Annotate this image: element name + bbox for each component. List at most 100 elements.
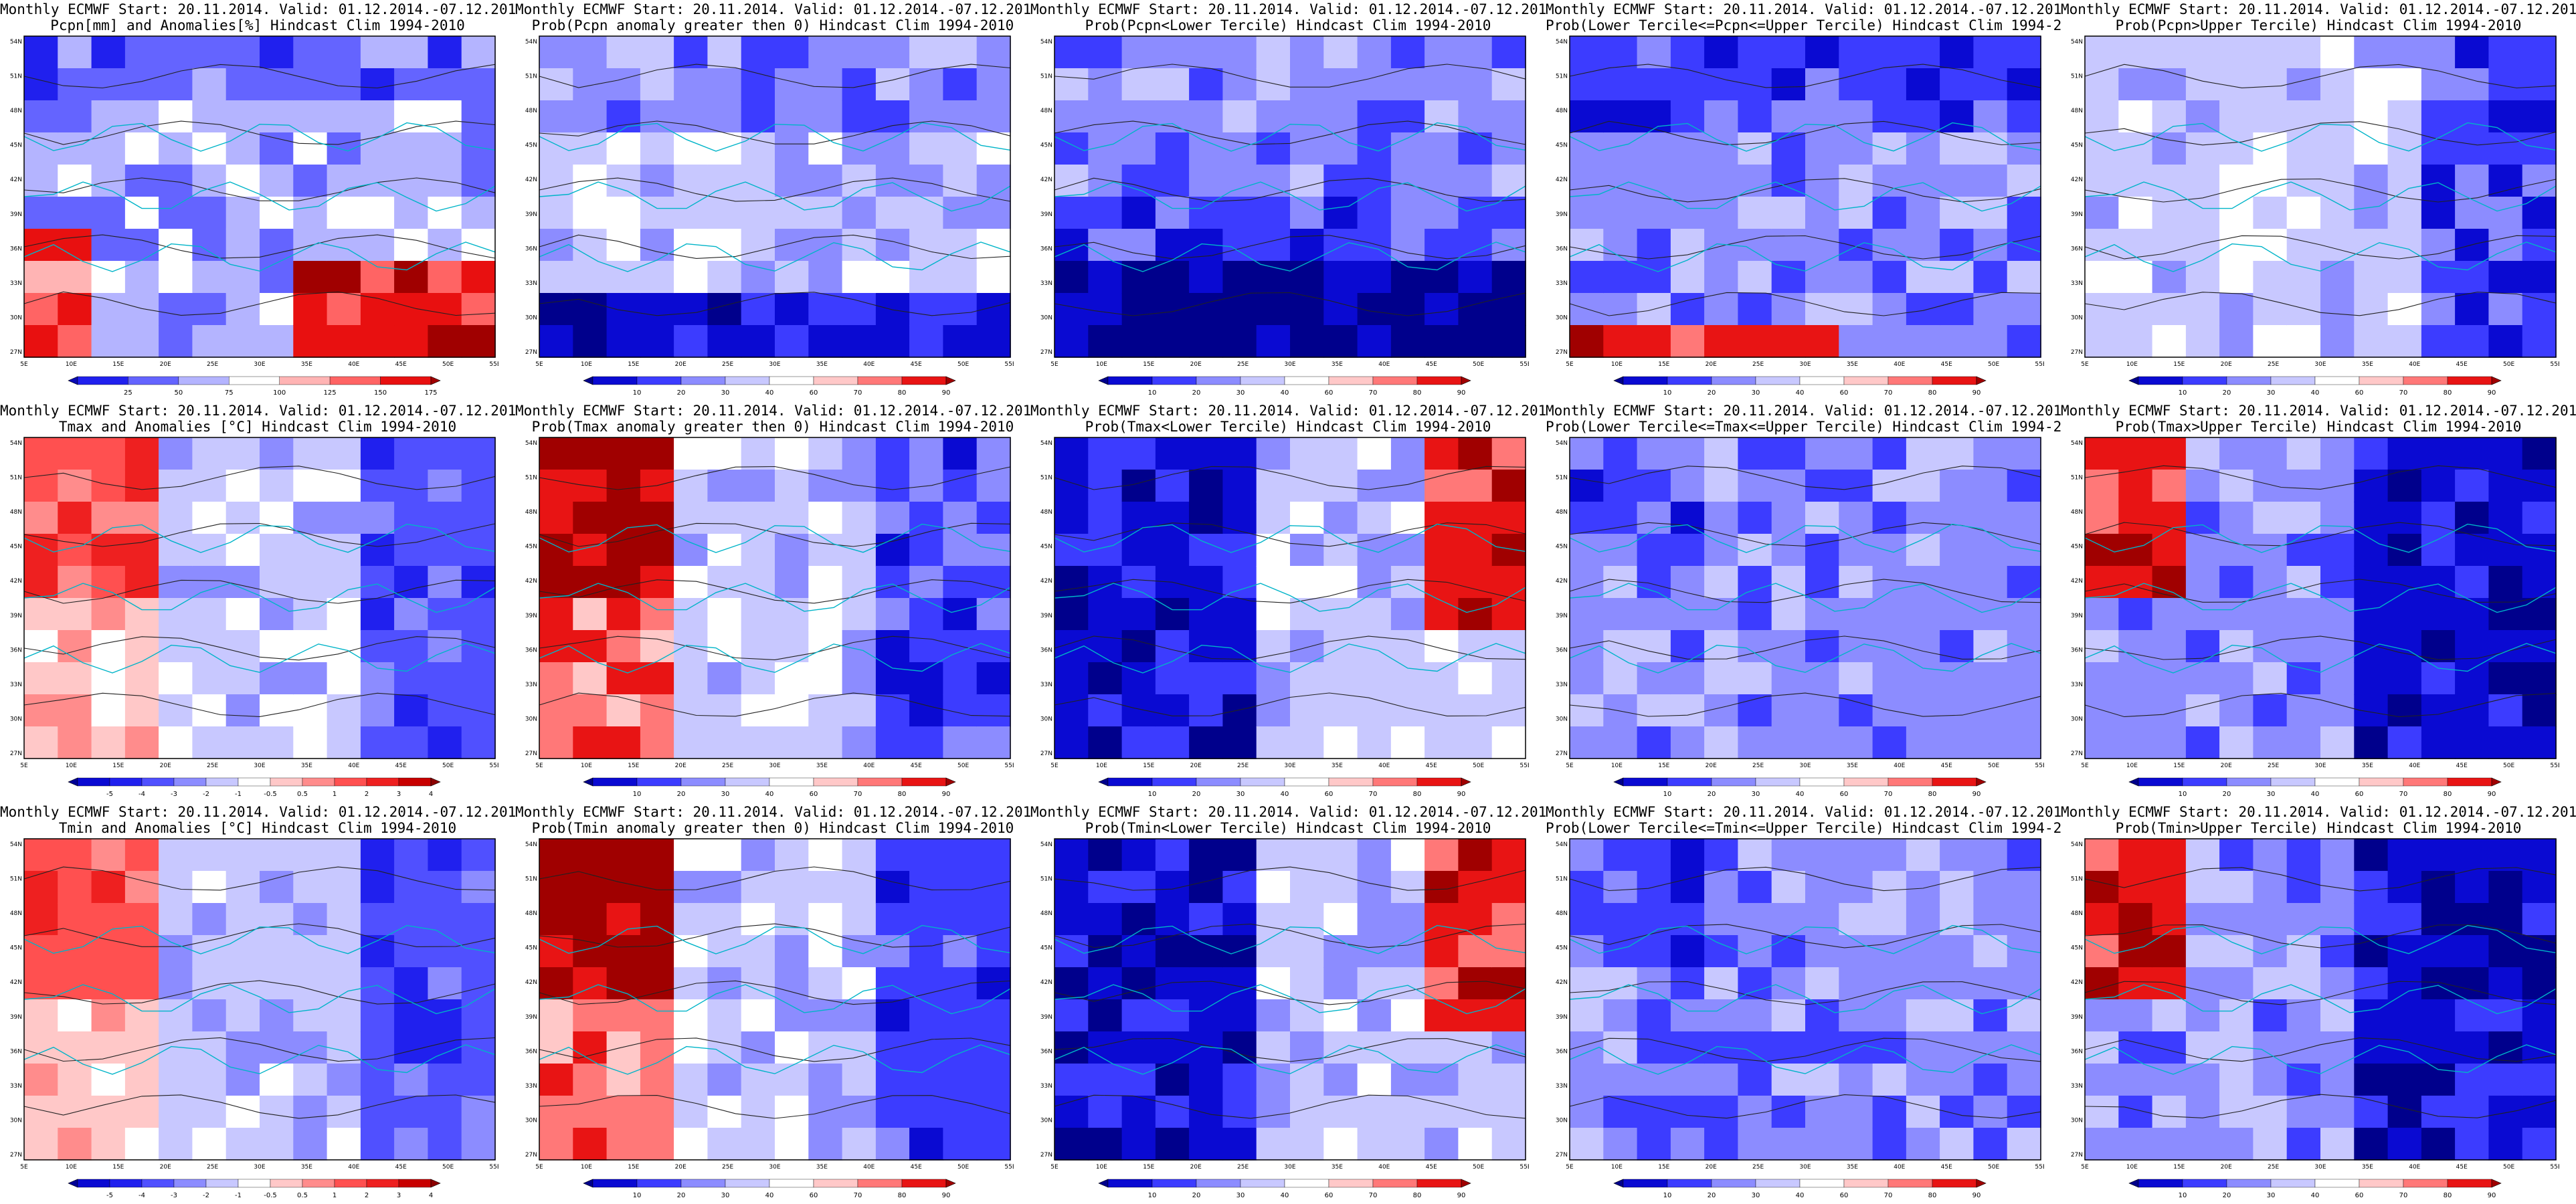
colorbar-swatch — [238, 1179, 271, 1188]
field-cell — [573, 100, 608, 133]
field-cell — [2085, 903, 2120, 936]
field-cell — [674, 839, 709, 872]
field-cell — [394, 871, 429, 904]
field-cell — [1940, 871, 1974, 904]
field-cell — [2421, 470, 2456, 502]
field-cell — [976, 1128, 1011, 1161]
field-cell — [1088, 726, 1123, 759]
field-cell — [2219, 871, 2254, 904]
plot-frame — [2084, 35, 2557, 358]
field-cell — [124, 36, 159, 69]
field-cell — [2007, 566, 2041, 599]
contour-line — [539, 923, 1011, 948]
field-cell — [327, 694, 361, 727]
lat-tick-label: 45N — [2071, 544, 2083, 550]
field-cell — [775, 967, 810, 1000]
field-cell — [775, 165, 810, 197]
field-cell — [1704, 1064, 1739, 1096]
field-cell — [2387, 197, 2422, 229]
lon-tick-label: 40E — [1894, 763, 1905, 769]
field-cell — [741, 1031, 775, 1064]
colorbar-swatch — [1755, 376, 1801, 385]
field-cell — [2522, 261, 2557, 294]
contour-line — [539, 579, 1011, 604]
field-cell — [2118, 502, 2153, 534]
field-cell — [1121, 839, 1156, 872]
field-cell — [1491, 437, 1526, 470]
field-cell — [1906, 1128, 1940, 1161]
colorbar-swatch — [636, 376, 682, 385]
colorbar-swatch — [77, 376, 128, 385]
lon-tick-label: 5E — [1566, 1164, 1574, 1171]
field-cell — [573, 1128, 608, 1161]
field-cell — [2118, 1031, 2153, 1064]
field-cell — [2152, 694, 2187, 727]
field-cell — [875, 229, 910, 262]
field-cell — [539, 325, 574, 358]
colorbar-swatch — [1328, 376, 1374, 385]
lat-tick-label: 33N — [1556, 1083, 1568, 1090]
field-cell — [1906, 325, 1940, 358]
colorbar-label: -3 — [171, 791, 177, 798]
lon-tick-label: 55E — [1520, 763, 1529, 769]
field-cell — [1256, 903, 1291, 936]
field-cell — [2118, 839, 2153, 872]
field-cell — [2387, 999, 2422, 1032]
field-cell — [2185, 261, 2220, 294]
colorbar-label: 60 — [2355, 791, 2364, 798]
colorbar-swatch — [1152, 376, 1197, 385]
field-cell — [1940, 726, 1974, 759]
field-cell — [2007, 1128, 2041, 1161]
field-cell — [394, 534, 429, 567]
field-cell — [808, 261, 843, 294]
lon-tick-label: 50E — [957, 361, 969, 368]
field-cell — [2421, 1064, 2456, 1096]
lat-tick-label: 45N — [525, 142, 537, 149]
panel-title-line1: Monthly ECMWF Start: 20.11.2014. Valid: … — [2061, 1, 2576, 17]
colorbar: 10 20 30 40 60 70 80 90 — [583, 777, 956, 798]
field-cell — [640, 68, 674, 101]
field-cell — [2219, 598, 2254, 631]
field-cell — [943, 662, 978, 695]
field-cell — [2522, 967, 2557, 1000]
field-cell — [1357, 437, 1392, 470]
field-cell — [1704, 935, 1739, 968]
colorbar: 10 20 30 40 60 70 80 90 — [583, 1179, 956, 1199]
colorbar-label: 90 — [1457, 791, 1466, 798]
coastline — [23, 643, 496, 674]
colorbar-swatch — [1372, 777, 1418, 787]
field-cell — [91, 903, 126, 936]
field-cell — [2085, 293, 2120, 326]
field-cell — [1121, 534, 1156, 567]
contour-line — [539, 866, 1011, 890]
field-cell — [707, 1064, 742, 1096]
field-cell — [2522, 36, 2557, 69]
field-cell — [2152, 726, 2187, 759]
lat-tick-label: 45N — [1040, 142, 1052, 149]
colorbar-label: 2 — [365, 1192, 369, 1199]
field-cell — [2455, 726, 2490, 759]
colorbar-swatch — [857, 777, 903, 787]
field-cell — [2219, 694, 2254, 727]
coastlines — [1054, 523, 1526, 674]
field-cell — [1054, 100, 1089, 133]
field-cell — [1637, 132, 1671, 165]
contour-line — [1054, 981, 1526, 1005]
field-cell — [2219, 999, 2254, 1032]
field-cell — [1872, 36, 1907, 69]
field-cell — [192, 598, 227, 631]
field-cell — [573, 1031, 608, 1064]
field-cell — [1637, 100, 1671, 133]
lon-tick-label: 5E — [1050, 763, 1059, 769]
field-cell — [159, 726, 193, 759]
field-cell — [2387, 165, 2422, 197]
colorbar: -5-4-3-2-1-0.50.512345 — [68, 777, 441, 798]
field-cell — [1839, 726, 1873, 759]
field-cell — [2219, 293, 2254, 326]
field-cell — [2185, 165, 2220, 197]
field-cell — [24, 325, 59, 358]
field-cell — [1637, 999, 1671, 1032]
field-cell — [2185, 662, 2220, 695]
